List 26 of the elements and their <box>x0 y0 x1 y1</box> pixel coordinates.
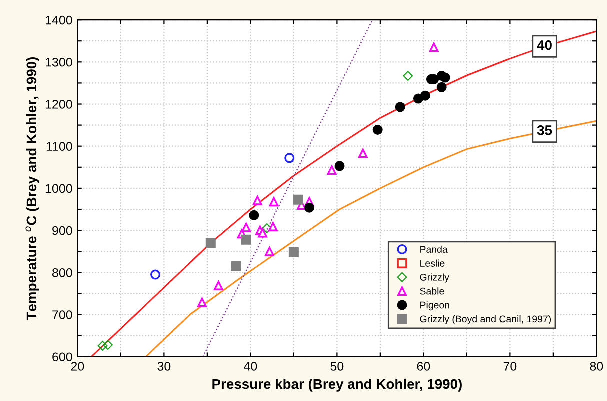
legend-label: Panda <box>420 246 448 254</box>
legend-label: Leslie <box>420 260 445 267</box>
series-label: 35 <box>537 126 552 136</box>
y-tick-label: 1400 <box>46 16 72 25</box>
y-tick-label: 900 <box>52 226 72 236</box>
legend-label: Sable <box>420 288 444 295</box>
y-tick-label: 1100 <box>46 142 72 152</box>
y-tick-label: 700 <box>52 310 72 320</box>
legend-label: Grizzly (Boyd and Canil, 1997) <box>420 316 552 325</box>
x-tick-label: 60 <box>417 362 430 371</box>
legend-label: Grizzly <box>420 274 450 283</box>
legend-label: Pigeon <box>420 302 450 311</box>
x-tick-label: 40 <box>244 362 258 371</box>
y-tick-label: 1300 <box>46 58 72 67</box>
x-tick-label: 20 <box>71 362 84 371</box>
y-tick-label: 1000 <box>46 184 72 194</box>
x-tick-label: 70 <box>504 362 517 371</box>
y-tick-label: 800 <box>52 268 72 278</box>
series-label: 40 <box>537 40 552 50</box>
y-tick-label: 1200 <box>46 100 72 109</box>
y-tick-label: 600 <box>52 352 72 362</box>
y-axis-title: Temperature $^{o}$C (Brey and Kohler, 1990) <box>26 57 40 320</box>
x-tick-label: 30 <box>158 362 171 371</box>
x-axis-title: Pressure kbar (Brey and Kohler, 1990) <box>212 378 462 392</box>
x-tick-label: 50 <box>330 362 344 371</box>
x-tick-label: 80 <box>590 362 604 371</box>
